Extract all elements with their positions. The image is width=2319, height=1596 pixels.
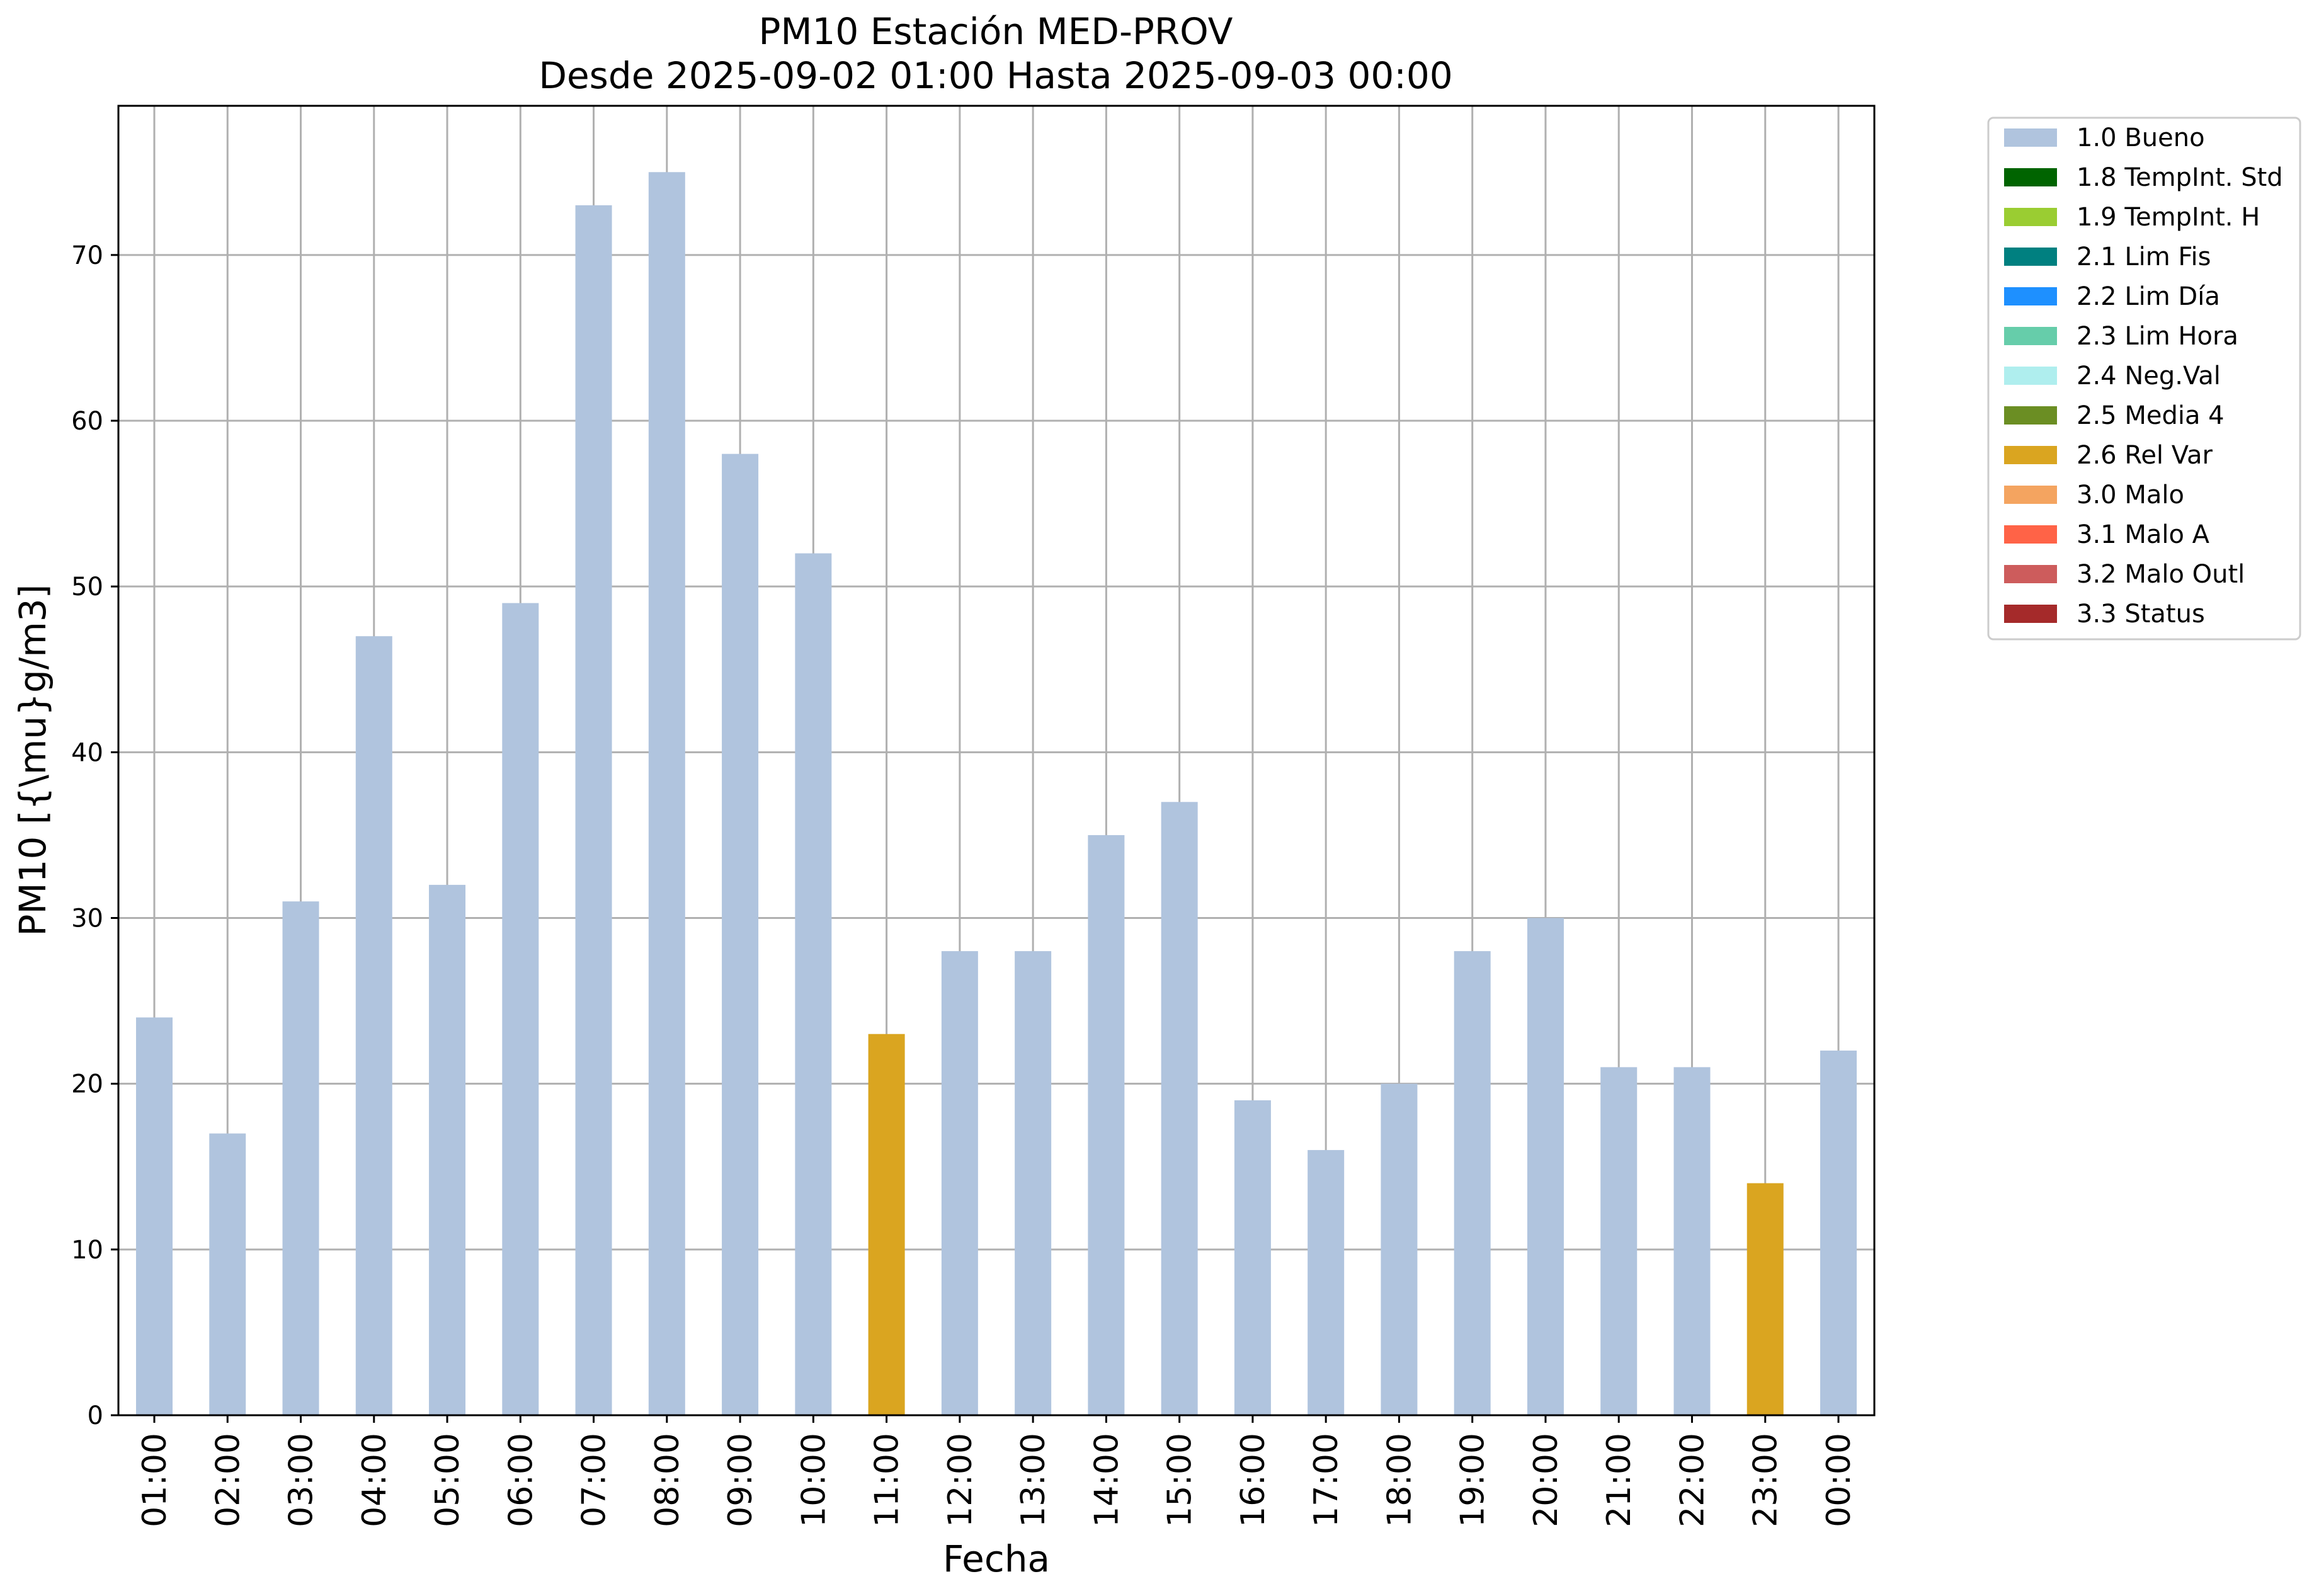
bar-2200 (1673, 1067, 1711, 1415)
bar-0300 (282, 901, 319, 1415)
y-axis-label: PM10 [{\mu}g/m3] (11, 584, 54, 937)
x-tick-label: 07:00 (576, 1433, 613, 1527)
x-tick-label: 03:00 (283, 1433, 321, 1527)
x-tick-label: 15:00 (1161, 1433, 1199, 1527)
bar-1800 (1381, 1083, 1418, 1415)
y-tick-label: 30 (71, 904, 103, 933)
legend-swatch (2004, 565, 2057, 583)
bar-0400 (355, 636, 392, 1415)
bar-1000 (795, 553, 832, 1415)
x-tick-label: 11:00 (869, 1433, 906, 1527)
y-axis: 0 10 20 30 40 50 60 70 (71, 241, 118, 1430)
x-tick-label: 20:00 (1527, 1433, 1565, 1527)
bar-1100 (868, 1034, 905, 1415)
y-tick-label: 40 (71, 738, 103, 767)
chart-title: PM10 Estación MED-PROV (759, 10, 1233, 53)
x-tick-label: 18:00 (1381, 1433, 1418, 1527)
legend: 1.0 Bueno 1.8 TempInt. Std 1.9 TempInt. H 2… (1987, 117, 2301, 641)
legend-label: 3.0 Malo (2077, 481, 2184, 510)
x-tick-label: 13:00 (1015, 1433, 1052, 1527)
bar-1200 (941, 951, 978, 1415)
x-tick-label: 16:00 (1234, 1433, 1272, 1527)
legend-swatch (2004, 327, 2057, 345)
legend-label: 1.8 TempInt. Std (2077, 163, 2283, 192)
y-tick-label: 70 (71, 241, 103, 270)
x-tick-label: 02:00 (209, 1433, 247, 1527)
x-tick-label: 23:00 (1747, 1433, 1785, 1527)
legend-swatch (2004, 525, 2057, 544)
legend-swatch (2004, 486, 2057, 504)
bar-1300 (1015, 951, 1052, 1415)
bar-0000 (1820, 1051, 1857, 1415)
legend-label: 2.6 Rel Var (2077, 441, 2213, 470)
legend-swatch (2004, 287, 2057, 305)
x-tick-label: 17:00 (1308, 1433, 1345, 1527)
y-tick-label: 10 (71, 1236, 103, 1265)
x-tick-label: 14:00 (1088, 1433, 1125, 1527)
x-tick-label: 04:00 (356, 1433, 394, 1527)
bar-0900 (722, 453, 759, 1416)
legend-label: 2.5 Media 4 (2077, 401, 2225, 430)
legend-label: 2.2 Lim Día (2077, 282, 2220, 311)
bar-2100 (1600, 1067, 1638, 1415)
x-tick-label: 00:00 (1820, 1433, 1858, 1527)
legend-label: 2.4 Neg.Val (2077, 362, 2221, 390)
bar-0500 (429, 884, 466, 1415)
bar-0600 (502, 603, 539, 1415)
x-tick-label: 10:00 (795, 1433, 833, 1527)
legend-label: 2.3 Lim Hora (2077, 322, 2238, 351)
bar-0100 (136, 1017, 173, 1415)
bar-0800 (648, 172, 685, 1415)
legend-swatch (2004, 406, 2057, 425)
legend-swatch (2004, 208, 2057, 226)
bar-1400 (1088, 835, 1125, 1415)
legend-swatch (2004, 248, 2057, 266)
legend-label: 1.0 Bueno (2077, 123, 2205, 152)
y-tick-label: 20 (71, 1070, 103, 1099)
x-tick-label: 12:00 (942, 1433, 979, 1527)
y-tick-label: 60 (71, 407, 103, 436)
legend-swatch (2004, 168, 2057, 186)
plot-frame (117, 105, 1876, 1416)
legend-label: 3.2 Malo Outl (2077, 560, 2245, 589)
x-tick-label: 22:00 (1673, 1433, 1711, 1527)
x-tick-label: 08:00 (649, 1433, 687, 1527)
legend-swatch (2004, 446, 2057, 464)
bar-1900 (1454, 951, 1491, 1415)
x-axis-label: Fecha (943, 1537, 1050, 1580)
x-tick-label: 19:00 (1454, 1433, 1492, 1527)
bar-2000 (1527, 918, 1564, 1415)
x-tick-label: 01:00 (136, 1433, 174, 1527)
y-tick-label: 50 (71, 573, 103, 601)
bar-1500 (1161, 802, 1198, 1415)
bar-1600 (1234, 1100, 1271, 1415)
legend-swatch (2004, 367, 2057, 385)
bar-1700 (1308, 1149, 1345, 1415)
bar-0700 (575, 205, 612, 1416)
legend-label: 3.3 Status (2077, 600, 2205, 629)
chart-subtitle: Desde 2025-09-02 01:00 Hasta 2025-09-03 … (538, 54, 1452, 97)
bar-0200 (209, 1133, 246, 1415)
x-axis: 01:00 02:00 03:00 04:00 05:00 06:00 07:00 08:00… (136, 1415, 1858, 1527)
legend-swatch (2004, 605, 2057, 623)
legend-swatch (2004, 128, 2057, 147)
x-tick-label: 06:00 (502, 1433, 540, 1527)
legend-frame (1987, 117, 2301, 641)
x-tick-label: 05:00 (429, 1433, 467, 1527)
x-tick-label: 21:00 (1600, 1433, 1638, 1527)
legend-label: 2.1 Lim Fis (2077, 242, 2211, 271)
x-tick-label: 09:00 (722, 1433, 760, 1527)
legend-label: 3.1 Malo A (2077, 520, 2210, 549)
bar-2300 (1746, 1183, 1784, 1415)
bars (136, 172, 1857, 1416)
legend-label: 1.9 TempInt. H (2077, 203, 2260, 232)
y-tick-label: 0 (88, 1401, 103, 1430)
